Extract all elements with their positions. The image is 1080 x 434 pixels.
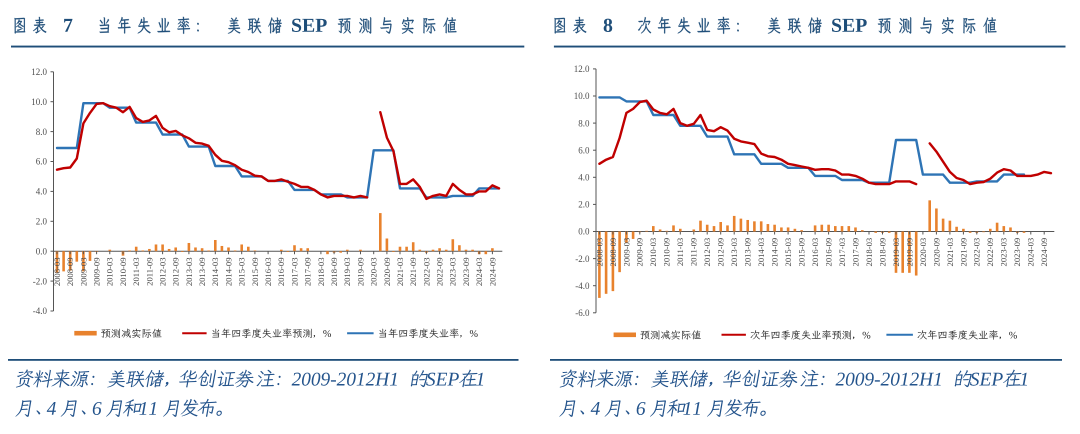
svg-text:2020-03: 2020-03	[918, 238, 928, 267]
svg-text:2015-03: 2015-03	[783, 238, 793, 267]
svg-text:2013-09: 2013-09	[197, 258, 207, 287]
svg-text:2024-09: 2024-09	[1039, 238, 1049, 267]
svg-text:2011-03: 2011-03	[131, 258, 141, 286]
svg-text:2015-03: 2015-03	[237, 258, 247, 287]
svg-text:2024-09: 2024-09	[487, 258, 497, 287]
svg-text:2013-03: 2013-03	[729, 238, 739, 267]
svg-text:2010-03: 2010-03	[105, 258, 115, 287]
svg-text:2015-09: 2015-09	[797, 238, 807, 267]
svg-text:2009-03: 2009-03	[78, 258, 88, 287]
svg-text:2024-03: 2024-03	[474, 258, 484, 287]
svg-text:2017-09: 2017-09	[850, 238, 860, 267]
svg-text:10.0: 10.0	[31, 97, 47, 107]
svg-text:2008-09: 2008-09	[65, 258, 75, 287]
svg-text:2022-03: 2022-03	[421, 258, 431, 287]
svg-text:2011-09: 2011-09	[144, 258, 154, 286]
svg-text:2011-03: 2011-03	[675, 238, 685, 266]
svg-text:2009-03: 2009-03	[621, 238, 631, 267]
svg-text:4.0: 4.0	[578, 173, 590, 183]
svg-text:2018-03: 2018-03	[316, 258, 326, 287]
svg-text:10.0: 10.0	[574, 91, 590, 101]
svg-text:2013-03: 2013-03	[184, 258, 194, 287]
svg-text:2012-03: 2012-03	[702, 238, 712, 267]
svg-text:8.0: 8.0	[36, 127, 48, 137]
svg-text:-2.0: -2.0	[33, 276, 48, 286]
svg-text:2013-09: 2013-09	[743, 238, 753, 267]
svg-text:6.0: 6.0	[578, 145, 590, 155]
svg-text:2022-03: 2022-03	[972, 238, 982, 267]
svg-text:2022-09: 2022-09	[435, 258, 445, 287]
svg-text:2010-03: 2010-03	[648, 238, 658, 267]
svg-text:2008-09: 2008-09	[608, 238, 618, 267]
svg-text:2008-03: 2008-03	[52, 258, 62, 287]
svg-text:2009-09: 2009-09	[635, 238, 645, 267]
svg-text:0.0: 0.0	[36, 246, 48, 256]
svg-text:2014-03: 2014-03	[756, 238, 766, 267]
svg-text:2018-09: 2018-09	[877, 238, 887, 267]
svg-text:2010-09: 2010-09	[118, 258, 128, 287]
svg-text:2014-09: 2014-09	[223, 258, 233, 287]
svg-text:2014-03: 2014-03	[210, 258, 220, 287]
svg-text:12.0: 12.0	[574, 64, 590, 74]
svg-text:2008-03: 2008-03	[594, 238, 604, 267]
svg-text:2017-03: 2017-03	[289, 258, 299, 287]
svg-text:2019-03: 2019-03	[342, 258, 352, 287]
svg-text:2.0: 2.0	[36, 217, 48, 227]
svg-text:2017-09: 2017-09	[303, 258, 313, 287]
svg-text:2021-09: 2021-09	[958, 238, 968, 267]
svg-text:2012-03: 2012-03	[158, 258, 168, 287]
svg-text:2023-03: 2023-03	[448, 258, 458, 287]
svg-text:2009-09: 2009-09	[92, 258, 102, 287]
svg-text:-4.0: -4.0	[575, 281, 590, 291]
svg-text:2021-09: 2021-09	[408, 258, 418, 287]
svg-text:2024-03: 2024-03	[1026, 238, 1036, 267]
svg-text:-4.0: -4.0	[33, 306, 48, 316]
svg-text:2011-09: 2011-09	[689, 238, 699, 266]
svg-text:12.0: 12.0	[31, 67, 47, 77]
svg-text:2019-03: 2019-03	[891, 238, 901, 267]
svg-text:2016-09: 2016-09	[824, 238, 834, 267]
svg-text:2.0: 2.0	[578, 200, 590, 210]
svg-text:2014-09: 2014-09	[770, 238, 780, 267]
svg-text:2020-09: 2020-09	[382, 258, 392, 287]
svg-text:6.0: 6.0	[36, 157, 48, 167]
svg-text:2018-09: 2018-09	[329, 258, 339, 287]
svg-text:2018-03: 2018-03	[864, 238, 874, 267]
svg-text:2020-09: 2020-09	[931, 238, 941, 267]
svg-text:2020-03: 2020-03	[369, 258, 379, 287]
svg-text:2016-03: 2016-03	[810, 238, 820, 267]
svg-text:8.0: 8.0	[578, 118, 590, 128]
svg-text:2023-09: 2023-09	[461, 258, 471, 287]
svg-text:2019-09: 2019-09	[904, 238, 914, 267]
svg-text:2016-09: 2016-09	[276, 258, 286, 287]
svg-text:2015-09: 2015-09	[250, 258, 260, 287]
svg-text:2023-03: 2023-03	[999, 238, 1009, 267]
svg-text:2021-03: 2021-03	[395, 258, 405, 287]
svg-text:-2.0: -2.0	[575, 254, 590, 264]
svg-text:2010-09: 2010-09	[662, 238, 672, 267]
svg-text:2021-03: 2021-03	[945, 238, 955, 267]
svg-text:2016-03: 2016-03	[263, 258, 273, 287]
svg-text:2019-09: 2019-09	[355, 258, 365, 287]
svg-text:0.0: 0.0	[578, 227, 590, 237]
svg-text:2012-09: 2012-09	[716, 238, 726, 267]
svg-text:-6.0: -6.0	[575, 308, 590, 318]
svg-text:2022-09: 2022-09	[985, 238, 995, 267]
svg-text:2017-03: 2017-03	[837, 238, 847, 267]
svg-text:4.0: 4.0	[36, 187, 48, 197]
svg-text:2023-09: 2023-09	[1012, 238, 1022, 267]
svg-text:2012-09: 2012-09	[171, 258, 181, 287]
